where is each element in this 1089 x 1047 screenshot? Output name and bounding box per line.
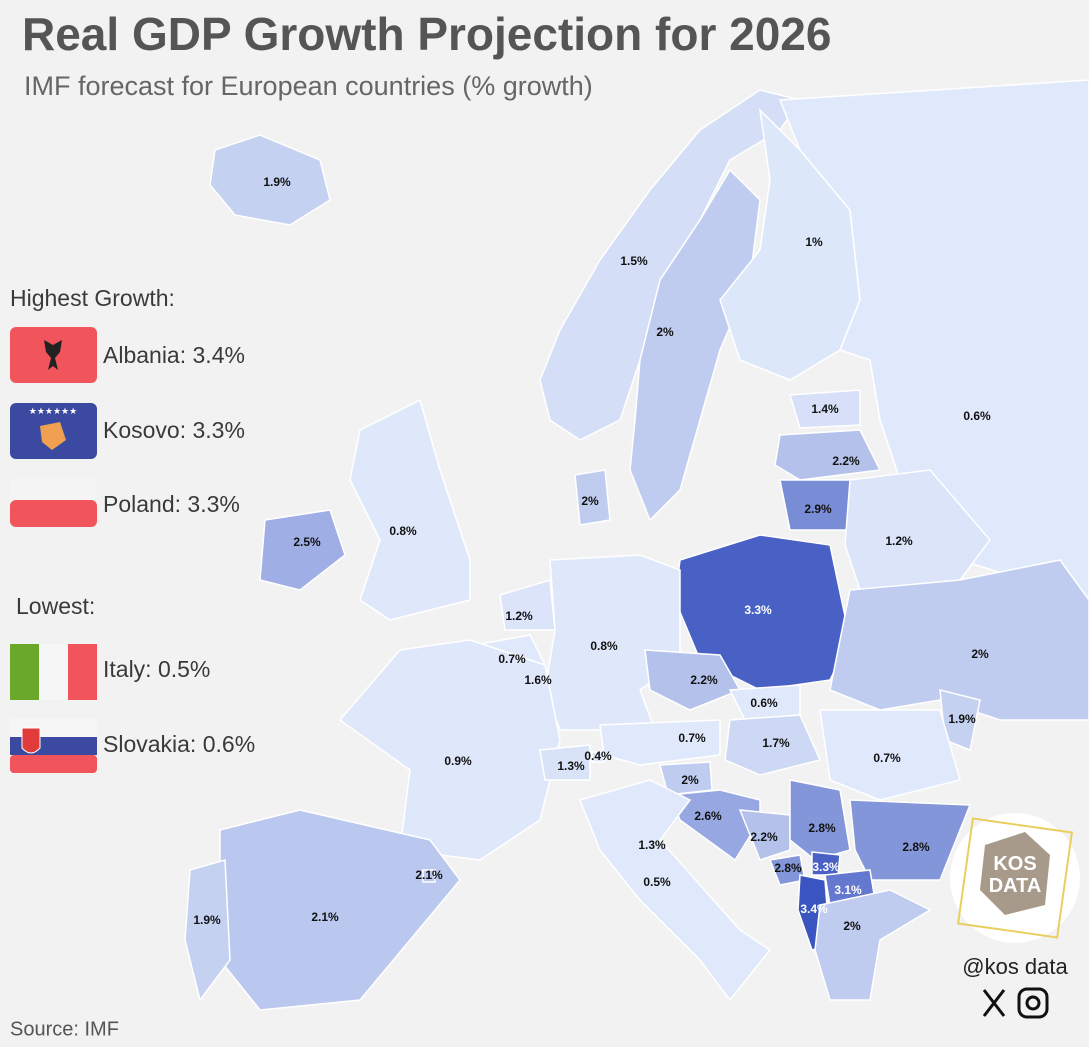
- region-label: 2%: [581, 494, 599, 508]
- flag-albania: [10, 327, 97, 383]
- region-label: 3.1%: [834, 883, 862, 897]
- source: Source: IMF: [10, 1018, 119, 1040]
- region: [774, 429, 882, 481]
- region: [629, 168, 761, 522]
- region-label: 3.3%: [812, 860, 840, 874]
- region-label: 1.3%: [557, 759, 585, 773]
- logo-text: KOS: [993, 853, 1036, 875]
- region-label: 0.6%: [750, 696, 778, 710]
- region-label: 2.8%: [774, 861, 802, 875]
- region: [778, 79, 1089, 601]
- region-label: 2.6%: [694, 809, 722, 823]
- region-label: 0.4%: [584, 749, 612, 763]
- region: [849, 799, 972, 881]
- region-label: 3.4%: [800, 902, 828, 916]
- region: [539, 744, 591, 781]
- region-label: 0.6%: [963, 409, 991, 423]
- region-label: 2.9%: [804, 502, 832, 516]
- region: [644, 649, 742, 711]
- map: [184, 79, 1089, 1011]
- region-label: 1.9%: [263, 175, 291, 189]
- region: [819, 709, 961, 801]
- region-label: 2.2%: [832, 454, 860, 468]
- flag-poland: [10, 478, 97, 527]
- region: [591, 751, 605, 763]
- region-label: 1.3%: [638, 838, 666, 852]
- region-label: 3.3%: [744, 603, 772, 617]
- title: Real GDP Growth Projection for 2026: [22, 8, 831, 60]
- region: [789, 389, 861, 429]
- region-label: 0.7%: [873, 751, 901, 765]
- region-label: 0.7%: [498, 652, 526, 666]
- region: [422, 869, 436, 883]
- region-label: 2.1%: [311, 910, 339, 924]
- region-label: 2.5%: [293, 535, 321, 549]
- region: [259, 509, 346, 591]
- legend-item: Kosovo: 3.3%: [103, 417, 245, 443]
- flag-slovakia: [10, 719, 97, 773]
- region-label: 2.8%: [902, 840, 930, 854]
- region-label: 1.2%: [505, 609, 533, 623]
- legend-heading: Highest Growth:: [10, 285, 175, 311]
- map-labels: 1.9% 1.5% 2% 1% 0.6% 1.4% 2.2% 2.9% 1.2% 2% 2.5% 0.…: [193, 175, 991, 933]
- region-label: 0.8%: [389, 524, 417, 538]
- legend-item: Italy: 0.5%: [103, 656, 210, 682]
- region-label: 0.5%: [643, 875, 671, 889]
- region-label: 2.2%: [690, 673, 718, 687]
- region-label: 1.6%: [524, 673, 552, 687]
- region-label: 1.4%: [811, 402, 839, 416]
- legend-item: Slovakia: 0.6%: [103, 731, 255, 757]
- region-label: 1.9%: [193, 913, 221, 927]
- logo-text: DATA: [989, 875, 1042, 897]
- region-label: 2.1%: [415, 868, 443, 882]
- region: [349, 398, 471, 621]
- region-label: 2%: [681, 773, 699, 787]
- region: [724, 714, 822, 776]
- region: [674, 534, 851, 691]
- region: [184, 859, 231, 1002]
- region-label: 1.2%: [885, 534, 913, 548]
- region: [829, 559, 1089, 721]
- flag-italy: [10, 644, 97, 700]
- region-label: 1.9%: [948, 712, 976, 726]
- region-label: 2.8%: [808, 821, 836, 835]
- legend-heading: Lowest:: [16, 593, 95, 619]
- region: [814, 889, 932, 1001]
- logo: KOS DATA: [950, 813, 1080, 943]
- region: [738, 809, 791, 861]
- region-label: 1%: [805, 235, 823, 249]
- svg-text:★★★★★★: ★★★★★★: [29, 406, 77, 416]
- social-icons: [982, 987, 1049, 1019]
- region-label: 0.8%: [590, 639, 618, 653]
- region: [574, 469, 611, 526]
- region: [544, 554, 681, 731]
- region: [219, 809, 461, 1011]
- region: [599, 719, 721, 766]
- region-label: 0.7%: [678, 731, 706, 745]
- handle: @kos data: [962, 954, 1068, 979]
- legend-item: Poland: 3.3%: [103, 491, 240, 517]
- region: [338, 639, 561, 861]
- region-label: 2%: [843, 919, 861, 933]
- region-label: 2.2%: [750, 830, 778, 844]
- region: [578, 779, 772, 1002]
- region-label: 2%: [656, 325, 674, 339]
- region-label: 1.7%: [762, 736, 790, 750]
- region: [789, 779, 851, 861]
- flag-kosovo: ★★★★★★: [10, 403, 97, 459]
- region-label: 1.5%: [620, 254, 648, 268]
- region-label: 0.9%: [444, 754, 472, 768]
- region-label: 2%: [971, 647, 989, 661]
- region: [209, 134, 331, 226]
- legend-item: Albania: 3.4%: [103, 342, 245, 368]
- subtitle: IMF forecast for European countries (% g…: [24, 71, 593, 101]
- region: [659, 761, 713, 796]
